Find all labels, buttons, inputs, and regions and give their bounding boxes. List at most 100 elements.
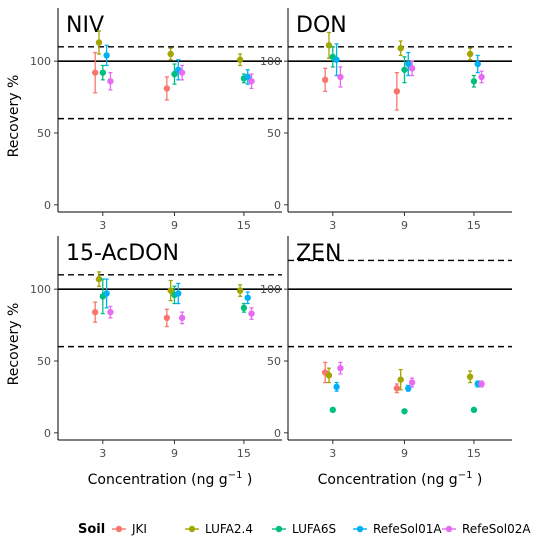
data-point-lufa2-4 xyxy=(397,376,404,383)
legend-label: RefeSol02A xyxy=(462,522,531,536)
legend-key-point xyxy=(188,525,196,533)
panel-niv: 0 50 100 3 9 15 NIV xyxy=(30,8,282,232)
data-point-refesol02a xyxy=(478,380,485,388)
x-tick-label: 9 xyxy=(401,219,408,232)
x-tick-label: 9 xyxy=(171,219,178,232)
legend-key-point xyxy=(445,525,453,533)
data-point-jki xyxy=(163,85,171,92)
y-axis-label: Recovery % xyxy=(6,75,22,158)
data-point-lufa2-4 xyxy=(466,50,474,58)
data-point-lufa2-4 xyxy=(466,373,474,380)
x-tick-label: 9 xyxy=(171,447,178,460)
x-tick-label: 3 xyxy=(329,219,336,232)
legend-key-point xyxy=(115,525,123,533)
data-point-lufa2-4 xyxy=(167,287,174,294)
data-point-jki xyxy=(393,385,401,392)
x-axis-label: Concentration (ng g−1 ) xyxy=(318,470,483,488)
data-point-refesol02a xyxy=(408,379,416,386)
x-tick-label: 15 xyxy=(467,219,481,232)
data-point-refesol02a xyxy=(178,69,186,76)
data-point-refesol01a xyxy=(244,73,251,81)
panel-title: 15-AcDON xyxy=(66,241,179,266)
data-point-refesol02a xyxy=(248,310,255,317)
data-point-lufa2-4 xyxy=(167,50,174,58)
data-point-jki xyxy=(91,308,99,316)
y-tick-label: 0 xyxy=(274,427,281,440)
data-point-refesol01a xyxy=(244,294,251,301)
data-point-lufa6s xyxy=(401,408,408,415)
data-point-refesol01a xyxy=(405,60,412,68)
data-point-refesol02a xyxy=(107,308,114,316)
x-tick-label: 3 xyxy=(99,219,106,232)
data-point-lufa6s xyxy=(99,69,107,76)
data-point-lufa6s xyxy=(240,304,248,312)
data-point-jki xyxy=(163,314,171,322)
data-point-lufa2-4 xyxy=(236,287,244,294)
y-tick-label: 50 xyxy=(267,355,281,368)
data-point-lufa6s xyxy=(470,406,478,414)
legend-label: LUFA6S xyxy=(292,522,336,536)
data-point-refesol01a xyxy=(333,383,340,391)
data-point-lufa6s xyxy=(401,66,408,73)
y-tick-label: 0 xyxy=(44,427,51,440)
y-tick-label: 100 xyxy=(260,55,281,68)
y-tick-label: 0 xyxy=(274,199,281,212)
y-tick-label: 50 xyxy=(37,355,51,368)
y-tick-label: 100 xyxy=(260,283,281,296)
data-point-refesol02a xyxy=(107,78,114,85)
data-point-lufa2-4 xyxy=(236,56,244,63)
legend-label: LUFA2.4 xyxy=(205,522,253,536)
legend-item: JKI xyxy=(112,522,147,536)
data-point-jki xyxy=(321,76,329,84)
data-point-jki xyxy=(91,69,99,76)
data-point-lufa6s xyxy=(329,406,336,414)
legend-item: LUFA6S xyxy=(272,522,336,536)
panel-don: 0 50 100 3 9 15 DON xyxy=(260,8,512,232)
legend-item: RefeSol02A xyxy=(442,522,531,536)
data-point-refesol02a xyxy=(337,364,344,372)
data-point-refesol01a xyxy=(103,290,110,297)
legend: Soil JKI LUFA2.4 LUFA6S RefeSol01A RefeSol02A xyxy=(78,522,531,537)
x-tick-label: 15 xyxy=(237,447,251,460)
y-axis-label: Recovery % xyxy=(6,303,22,386)
legend-label: JKI xyxy=(131,522,147,536)
legend-title: Soil xyxy=(78,522,105,537)
panel-title: NIV xyxy=(66,13,104,38)
x-tick-label: 15 xyxy=(467,447,481,460)
legend-item: LUFA2.4 xyxy=(185,522,253,536)
legend-label: RefeSol01A xyxy=(373,522,442,536)
data-point-lufa6s xyxy=(470,78,478,85)
x-tick-label: 3 xyxy=(99,447,106,460)
data-point-refesol01a xyxy=(333,56,340,63)
y-tick-label: 100 xyxy=(30,55,51,68)
data-point-lufa2-4 xyxy=(325,372,333,379)
x-tick-label: 3 xyxy=(329,447,336,460)
data-point-refesol02a xyxy=(178,314,186,322)
data-point-refesol02a xyxy=(248,78,255,85)
legend-key-point xyxy=(275,525,283,533)
data-point-refesol02a xyxy=(337,73,344,81)
panel-title: ZEN xyxy=(296,241,341,266)
data-point-lufa2-4 xyxy=(95,39,103,46)
data-point-refesol02a xyxy=(408,65,416,72)
data-point-lufa2-4 xyxy=(325,42,333,49)
y-tick-label: 50 xyxy=(267,127,281,140)
data-point-refesol01a xyxy=(474,60,481,68)
data-point-refesol02a xyxy=(478,73,485,81)
data-point-refesol01a xyxy=(103,52,110,59)
data-point-lufa2-4 xyxy=(397,45,404,52)
x-tick-label: 9 xyxy=(401,447,408,460)
legend-item: RefeSol01A xyxy=(353,522,442,536)
x-axis-label: Concentration (ng g−1 ) xyxy=(88,470,253,488)
data-point-refesol01a xyxy=(175,290,182,297)
y-tick-label: 50 xyxy=(37,127,51,140)
panel-zen: 0 50 100 3 9 15 ZEN xyxy=(260,236,512,460)
panel-title: DON xyxy=(296,13,347,38)
data-point-jki xyxy=(393,88,401,95)
y-tick-label: 100 xyxy=(30,283,51,296)
data-point-refesol01a xyxy=(405,385,412,392)
data-point-lufa6s xyxy=(171,70,178,78)
legend-key-point xyxy=(356,525,364,533)
panel-15-acdon: 0 50 100 3 9 15 15-AcDON xyxy=(30,236,282,460)
